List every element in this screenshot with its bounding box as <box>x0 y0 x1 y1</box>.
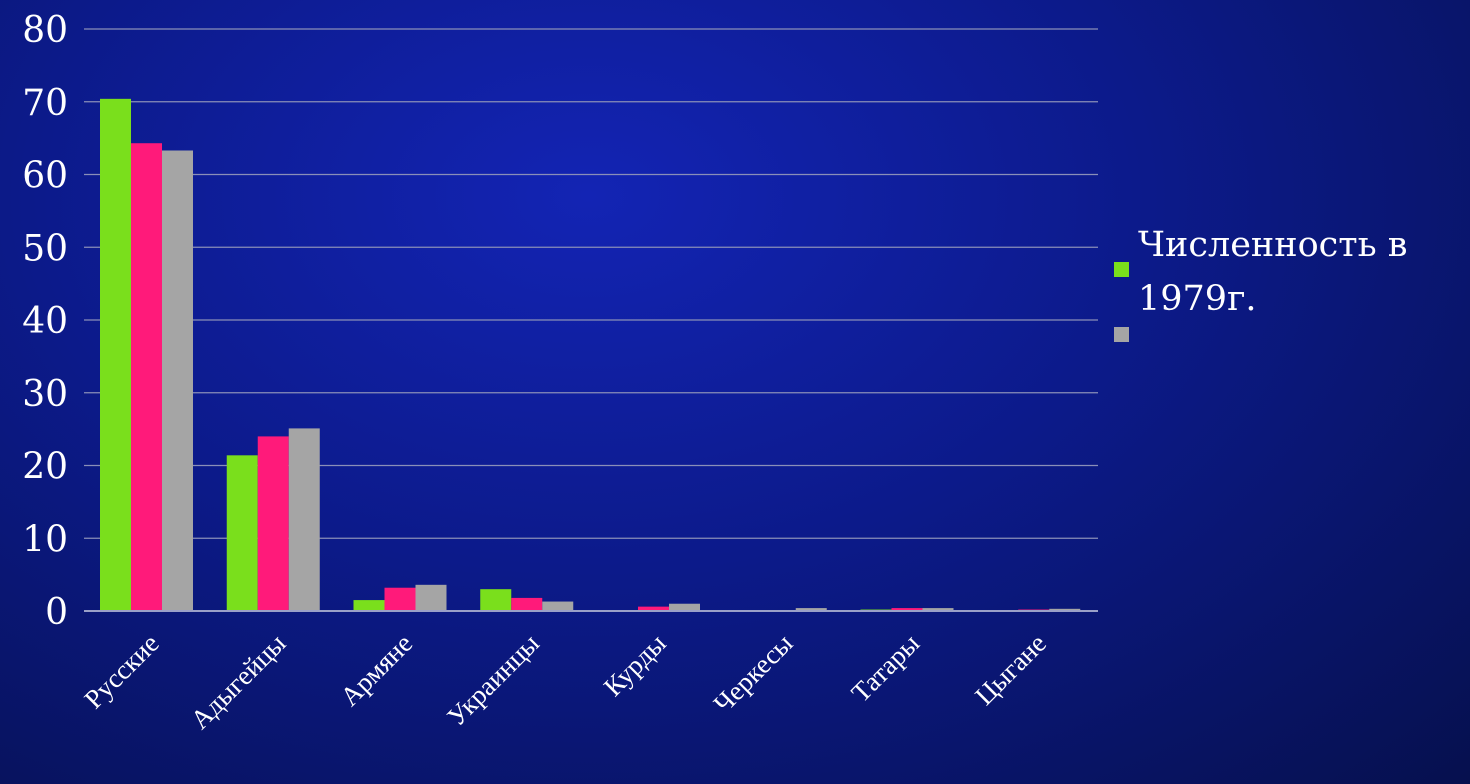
y-tick-label: 50 <box>22 228 68 269</box>
y-tick-label: 70 <box>22 83 68 124</box>
x-category-label: Украинцы <box>441 628 545 732</box>
bar-Армяне-series-1 <box>353 600 385 611</box>
bar-Черкесы-series-3 <box>795 608 827 611</box>
bar-Украинцы-series-3 <box>542 601 574 611</box>
x-category-label: Адыгейцы <box>185 628 292 735</box>
legend-label: Численность в 1979г. <box>1138 225 1408 319</box>
bars <box>100 98 1081 612</box>
x-category-label: Цыгане <box>969 628 1052 711</box>
y-tick-label: 30 <box>22 374 68 415</box>
x-axis-category-labels: Русские Адыгейцы Армяне Украинцы Курды Черкес… <box>78 628 1052 735</box>
bar-Русские-series-2 <box>131 143 162 611</box>
bar-Курды-series-3 <box>669 603 700 611</box>
y-tick-label: 80 <box>22 10 68 51</box>
y-tick-label: 10 <box>22 519 68 560</box>
y-tick-label: 60 <box>22 156 68 197</box>
bar-Армяне-series-3 <box>415 584 447 611</box>
bar-Украинцы-series-1 <box>480 589 512 611</box>
legend-swatch-gray <box>1114 327 1129 342</box>
y-tick-label: 20 <box>22 447 68 488</box>
x-category-label: Черкесы <box>708 628 799 719</box>
legend-swatch-green <box>1114 262 1129 277</box>
bar-Русские-series-3 <box>162 150 193 611</box>
bar-Цыгане-series-3 <box>1049 608 1081 611</box>
bar-Курды-series-2 <box>638 606 669 611</box>
x-category-label: Курды <box>598 628 672 702</box>
bar-Адыгейцы-series-1 <box>226 455 258 611</box>
y-tick-label: 40 <box>22 301 68 342</box>
bar-Украинцы-series-2 <box>511 597 543 611</box>
x-category-label: Татары <box>845 628 925 708</box>
bar-Русские-series-1 <box>100 98 131 612</box>
bar-Адыгейцы-series-2 <box>257 436 289 611</box>
y-axis-tick-labels: 0 10 20 30 40 50 60 70 80 <box>22 10 68 633</box>
bar-Татары-series-3 <box>922 608 954 611</box>
y-tick-label: 0 <box>45 592 68 633</box>
x-category-label: Армяне <box>334 628 418 712</box>
bar-Адыгейцы-series-3 <box>288 428 320 611</box>
bar-Татары-series-2 <box>891 608 923 611</box>
x-category-label: Русские <box>78 628 164 714</box>
bar-Армяне-series-2 <box>384 587 416 611</box>
